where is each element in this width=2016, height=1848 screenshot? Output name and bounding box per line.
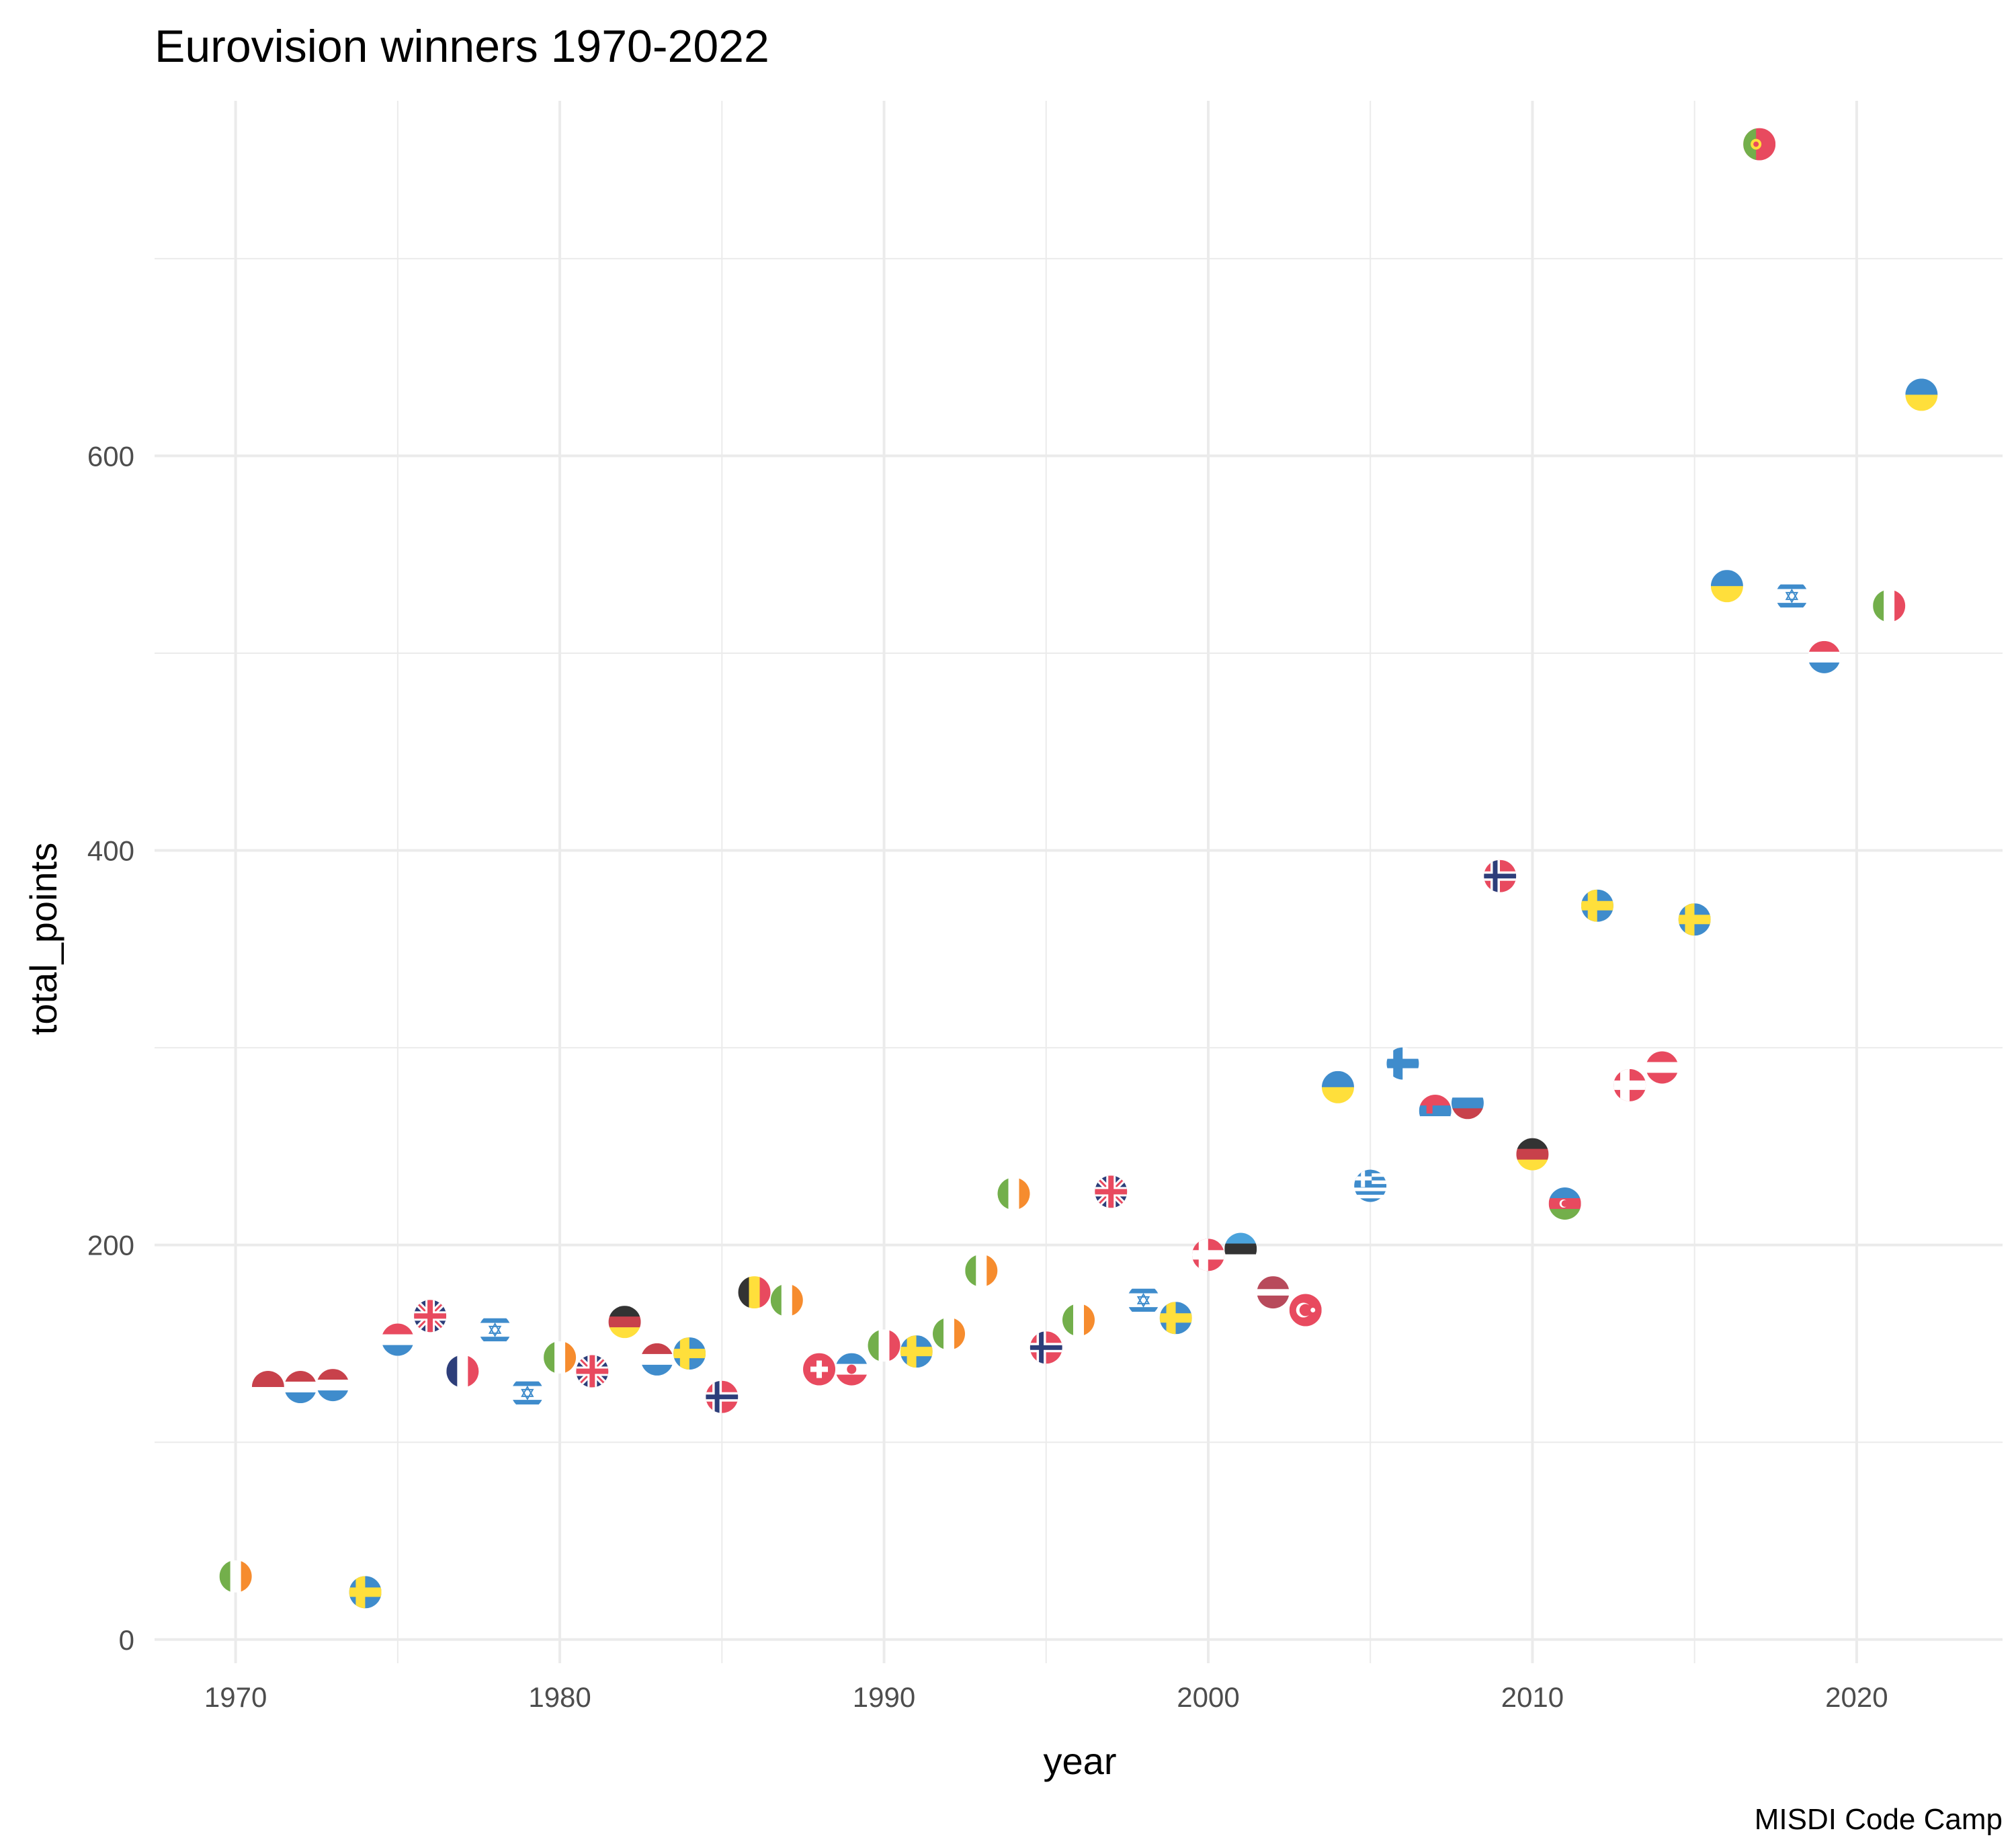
data-point-flag-serbia — [1419, 1095, 1452, 1128]
y-tick-label: 200 — [87, 1230, 134, 1261]
y-tick-label: 400 — [87, 835, 134, 867]
x-tick-label: 1990 — [853, 1681, 915, 1713]
data-point-flag-ireland — [219, 1560, 252, 1593]
data-point-flag-denmark — [1613, 1068, 1646, 1101]
x-axis-ticks: 1970 1980 1990 2000 2010 2020 — [204, 1681, 1888, 1713]
gridlines — [155, 101, 2003, 1663]
data-point-flag-finland — [1386, 1047, 1419, 1080]
data-points — [219, 128, 1938, 1609]
data-point-flag-yugoslavia — [835, 1353, 868, 1386]
x-tick-label: 2020 — [1825, 1681, 1888, 1713]
data-point-flag-sweden — [900, 1335, 933, 1368]
data-point-flag-belgium — [738, 1276, 771, 1309]
data-point-flag-sweden — [1678, 903, 1711, 936]
chart-caption: MISDI Code Camp — [1755, 1803, 2003, 1836]
y-tick-label: 0 — [119, 1624, 134, 1656]
x-tick-label: 1980 — [528, 1681, 591, 1713]
data-point-flag-portugal — [1743, 128, 1776, 161]
data-point-flag-italy — [868, 1329, 900, 1362]
data-point-flag-norway — [1484, 859, 1517, 892]
data-point-flag-united-kingdom — [414, 1300, 447, 1333]
data-point-flag-sweden — [349, 1576, 382, 1609]
data-point-flag-norway — [1030, 1331, 1062, 1364]
x-tick-label: 1970 — [204, 1681, 267, 1713]
data-point-flag-luxembourg — [317, 1369, 349, 1402]
data-point-flag-germany — [1516, 1138, 1549, 1171]
x-tick-label: 2010 — [1501, 1681, 1564, 1713]
data-point-flag-united-kingdom — [576, 1355, 609, 1388]
data-point-flag-turkey — [1289, 1294, 1322, 1327]
data-point-flag-sweden — [673, 1337, 706, 1370]
data-point-flag-ireland — [1062, 1304, 1095, 1337]
data-point-flag-ireland — [544, 1341, 577, 1374]
data-point-flag-israel — [511, 1376, 544, 1409]
data-point-flag-estonia — [1224, 1232, 1257, 1265]
data-point-flag-sweden — [1581, 889, 1613, 922]
data-point-flag-united-kingdom — [1095, 1175, 1128, 1208]
data-point-flag-israel — [478, 1313, 511, 1346]
y-axis-ticks: 0 200 400 600 — [87, 440, 134, 1655]
data-point-flag-sweden — [1159, 1302, 1192, 1335]
data-point-flag-ireland — [997, 1177, 1030, 1210]
data-point-flag-ireland — [770, 1284, 803, 1316]
data-point-flag-netherlands — [1808, 640, 1841, 673]
data-point-flag-france — [446, 1355, 479, 1388]
data-point-flag-azerbaijan — [1548, 1187, 1581, 1220]
data-point-flag-austria — [1646, 1051, 1679, 1084]
data-point-flag-norway — [706, 1380, 739, 1413]
x-axis-title: year — [1044, 1740, 1117, 1782]
data-point-flag-russia — [1451, 1087, 1484, 1120]
data-point-flag-netherlands — [381, 1323, 414, 1356]
data-point-flag-italy — [1873, 589, 1906, 622]
y-axis-title: total_points — [22, 843, 65, 1035]
data-point-flag-ireland — [965, 1254, 998, 1287]
data-point-flag-luxembourg — [284, 1371, 317, 1404]
data-point-flag-ireland — [933, 1317, 966, 1350]
y-tick-label: 600 — [87, 440, 134, 472]
data-point-flag-denmark — [1191, 1238, 1224, 1271]
data-point-flag-switzerland — [803, 1353, 836, 1386]
data-point-flag-israel — [1775, 579, 1808, 612]
chart-title: Eurovision winners 1970-2022 — [155, 21, 769, 72]
x-tick-label: 2000 — [1177, 1681, 1239, 1713]
data-point-flag-israel — [1127, 1284, 1160, 1316]
data-point-flag-germany — [608, 1306, 641, 1339]
data-point-flag-latvia — [1257, 1276, 1290, 1309]
data-point-flag-luxembourg — [640, 1343, 673, 1376]
